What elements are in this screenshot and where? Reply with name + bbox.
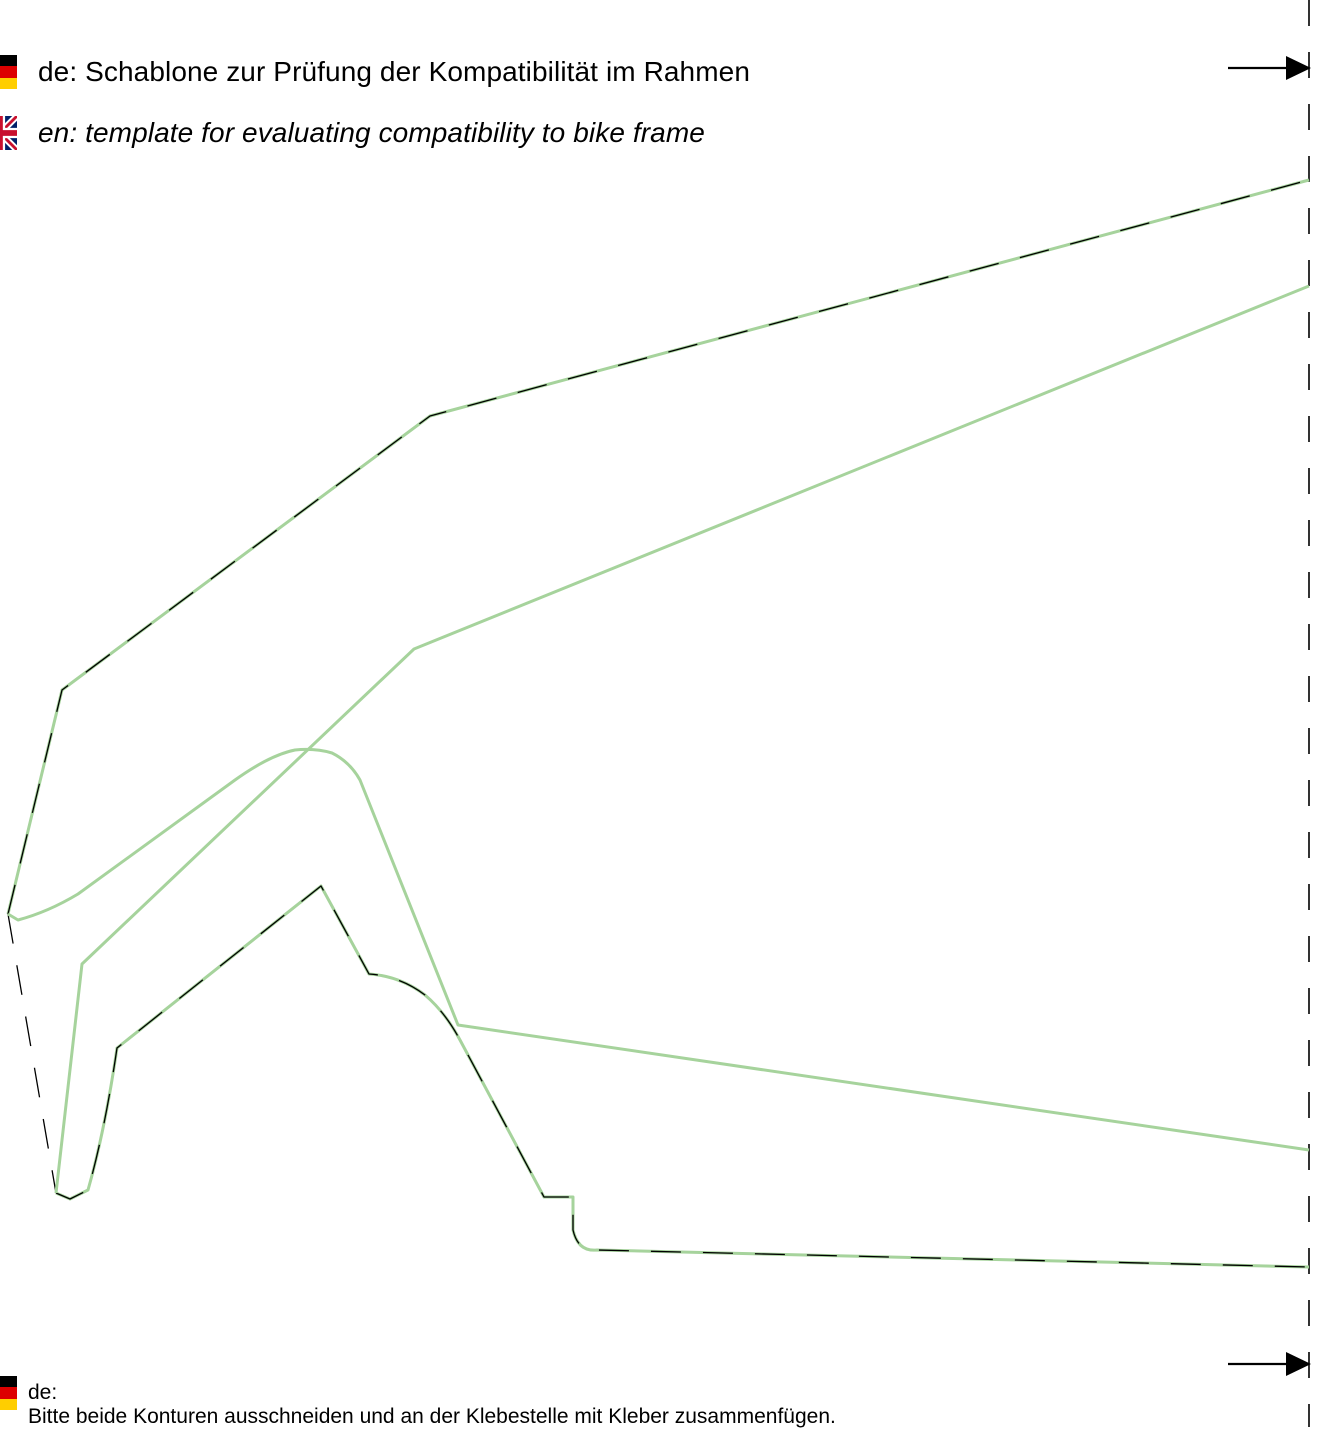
title-de: de: Schablone zur Prüfung der Kompatibil… — [38, 56, 751, 87]
title-en: en: template for evaluating compatibilit… — [38, 117, 705, 148]
right-arrow-icon — [1228, 56, 1311, 80]
uk-flag-icon — [0, 116, 17, 150]
footer-instruction: Bitte beide Konturen ausschneiden und an… — [28, 1405, 836, 1428]
reference-line-upper — [54, 284, 1310, 1194]
outer-contour — [6, 178, 1310, 915]
german-flag-icon — [0, 55, 17, 89]
reference-curve — [7, 747, 1310, 1152]
right-arrow-icon — [1228, 1352, 1311, 1376]
german-flag-icon — [0, 1376, 17, 1410]
left-cut-edge — [7, 913, 57, 1194]
footer-lang-label: de: — [28, 1381, 58, 1404]
reference-contours — [7, 284, 1310, 1194]
inner-contour — [55, 884, 1310, 1269]
